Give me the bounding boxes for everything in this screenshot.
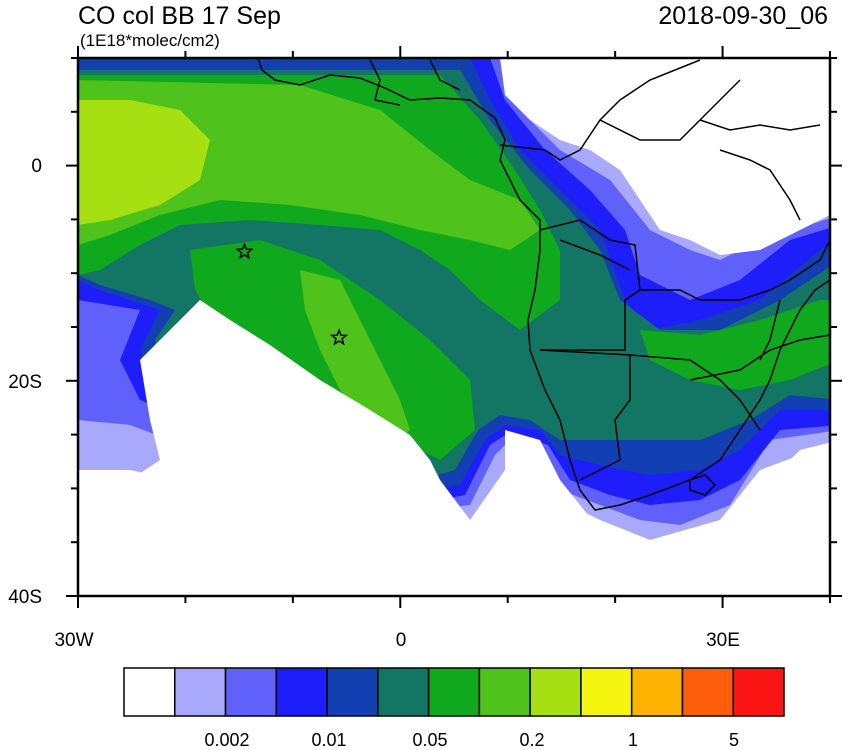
colorbar-swatch-3 [275,667,328,717]
axis-ticks [66,46,842,608]
co-band-green-3 [640,300,830,390]
colorbar-label-005: 0.05 [412,730,448,750]
colorbar-swatch-2 [224,667,278,717]
co-band-lightgreen-2 [300,270,410,440]
colorbar-swatch-7 [478,667,531,717]
colorbar-swatch-12 [732,667,785,717]
co-band-02 [78,100,210,225]
colorbar-label-1: 1 [627,730,639,750]
clear-region-cape [500,430,830,596]
colorbar-swatch-10 [630,667,684,717]
colorbar [123,667,785,717]
clear-region-sw [78,490,560,596]
y-tick-label-40s: 40S [8,587,42,608]
x-tick-label-30e: 30E [706,630,740,651]
y-tick-label-20s: 20S [8,372,42,393]
plot-title: CO col BB 17 Sep [78,2,281,30]
coastlines [257,58,830,511]
colorbar-label-02: 0.2 [519,730,545,750]
star-marker-2 [329,328,349,346]
clear-region-north [500,58,830,255]
colorbar-swatch-4 [326,667,379,717]
colorbar-swatch-1 [174,667,227,717]
plot-timestamp: 2018-09-30_06 [658,2,828,30]
colorbar-swatch-5 [377,667,430,717]
star-markers [235,242,349,346]
star-marker-1 [235,242,254,260]
colorbar-swatch-0 [123,667,176,717]
colorbar-swatch-11 [681,667,734,717]
y-tick-label-0: 0 [31,156,42,177]
co-band-lightgreen [78,80,540,250]
co-field-layer [78,58,830,596]
units-label: (1E18*molec/cm2) [80,31,220,50]
x-tick-label-30w: 30W [54,630,93,651]
colorbar-swatch-9 [580,667,633,717]
colorbar-label-001: 0.01 [311,730,347,750]
colorbar-swatch-6 [427,667,481,717]
colorbar-swatch-8 [529,667,582,717]
x-tick-label-0: 0 [396,630,407,651]
colorbar-label-5: 5 [728,730,740,750]
colorbar-label-0002: 0.002 [204,730,250,750]
